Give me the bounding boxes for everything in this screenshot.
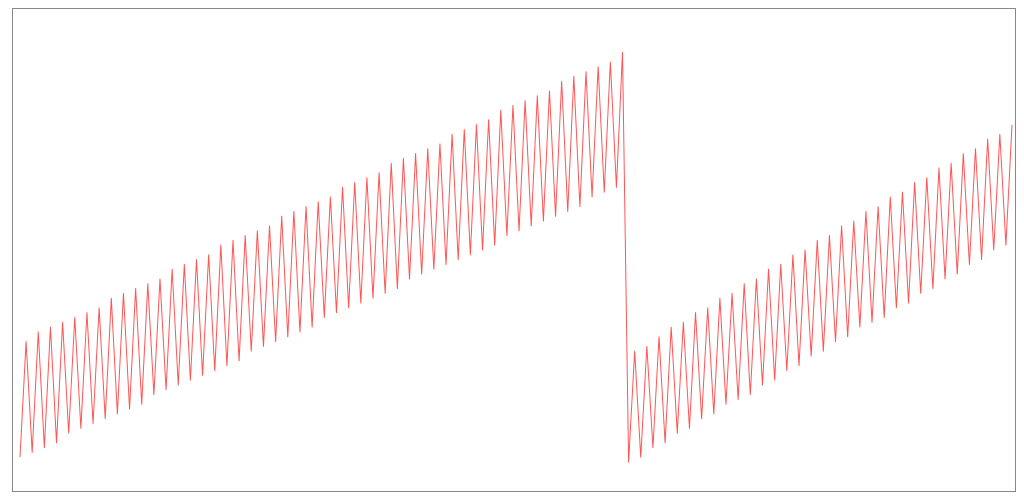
line-series <box>19 51 1013 463</box>
plot-frame <box>12 8 1016 492</box>
